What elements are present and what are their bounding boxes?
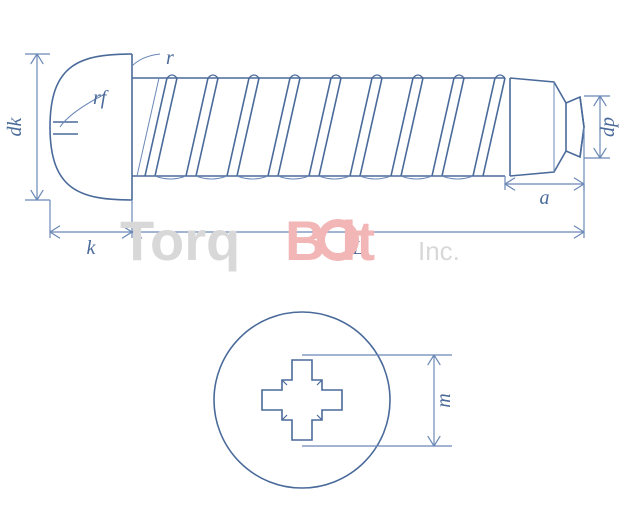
top-view: m xyxy=(214,312,455,488)
dim-label-a: a xyxy=(540,187,550,209)
dim-label-k: k xyxy=(87,237,97,259)
dim-label-dk: dk xyxy=(4,116,26,136)
dim-label-dp: dp xyxy=(597,117,619,137)
side-view: dk dp a k Lrf r xyxy=(4,47,619,259)
dim-label-L: L xyxy=(351,237,363,259)
dim-label-m: m xyxy=(433,393,455,407)
dim-label-r: r xyxy=(166,47,174,69)
dim-label-rf: rf xyxy=(93,87,109,109)
